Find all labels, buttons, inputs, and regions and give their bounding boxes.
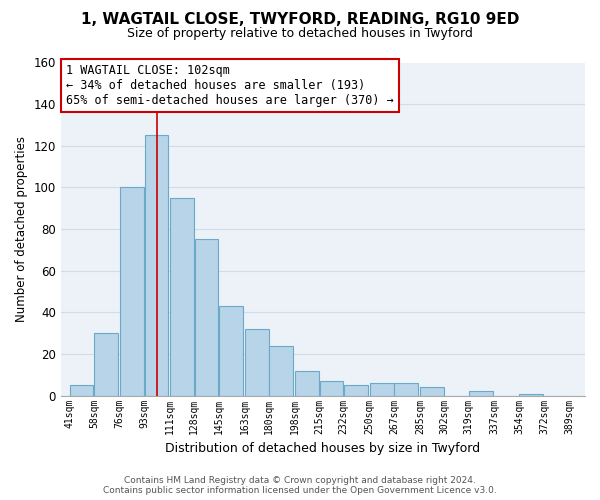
- Bar: [120, 188, 143, 396]
- X-axis label: Distribution of detached houses by size in Twyford: Distribution of detached houses by size …: [166, 442, 481, 455]
- Bar: [370, 383, 394, 396]
- Bar: [520, 394, 543, 396]
- Bar: [469, 392, 493, 396]
- Bar: [394, 383, 418, 396]
- Bar: [420, 388, 444, 396]
- Bar: [320, 381, 343, 396]
- Bar: [145, 136, 168, 396]
- Bar: [245, 329, 269, 396]
- Text: Contains HM Land Registry data © Crown copyright and database right 2024.
Contai: Contains HM Land Registry data © Crown c…: [103, 476, 497, 495]
- Bar: [94, 333, 118, 396]
- Text: Size of property relative to detached houses in Twyford: Size of property relative to detached ho…: [127, 28, 473, 40]
- Bar: [269, 346, 293, 396]
- Bar: [344, 385, 368, 396]
- Text: 1 WAGTAIL CLOSE: 102sqm
← 34% of detached houses are smaller (193)
65% of semi-d: 1 WAGTAIL CLOSE: 102sqm ← 34% of detache…: [66, 64, 394, 107]
- Y-axis label: Number of detached properties: Number of detached properties: [15, 136, 28, 322]
- Bar: [295, 370, 319, 396]
- Bar: [195, 240, 218, 396]
- Bar: [170, 198, 194, 396]
- Bar: [70, 385, 94, 396]
- Text: 1, WAGTAIL CLOSE, TWYFORD, READING, RG10 9ED: 1, WAGTAIL CLOSE, TWYFORD, READING, RG10…: [81, 12, 519, 28]
- Bar: [219, 306, 243, 396]
